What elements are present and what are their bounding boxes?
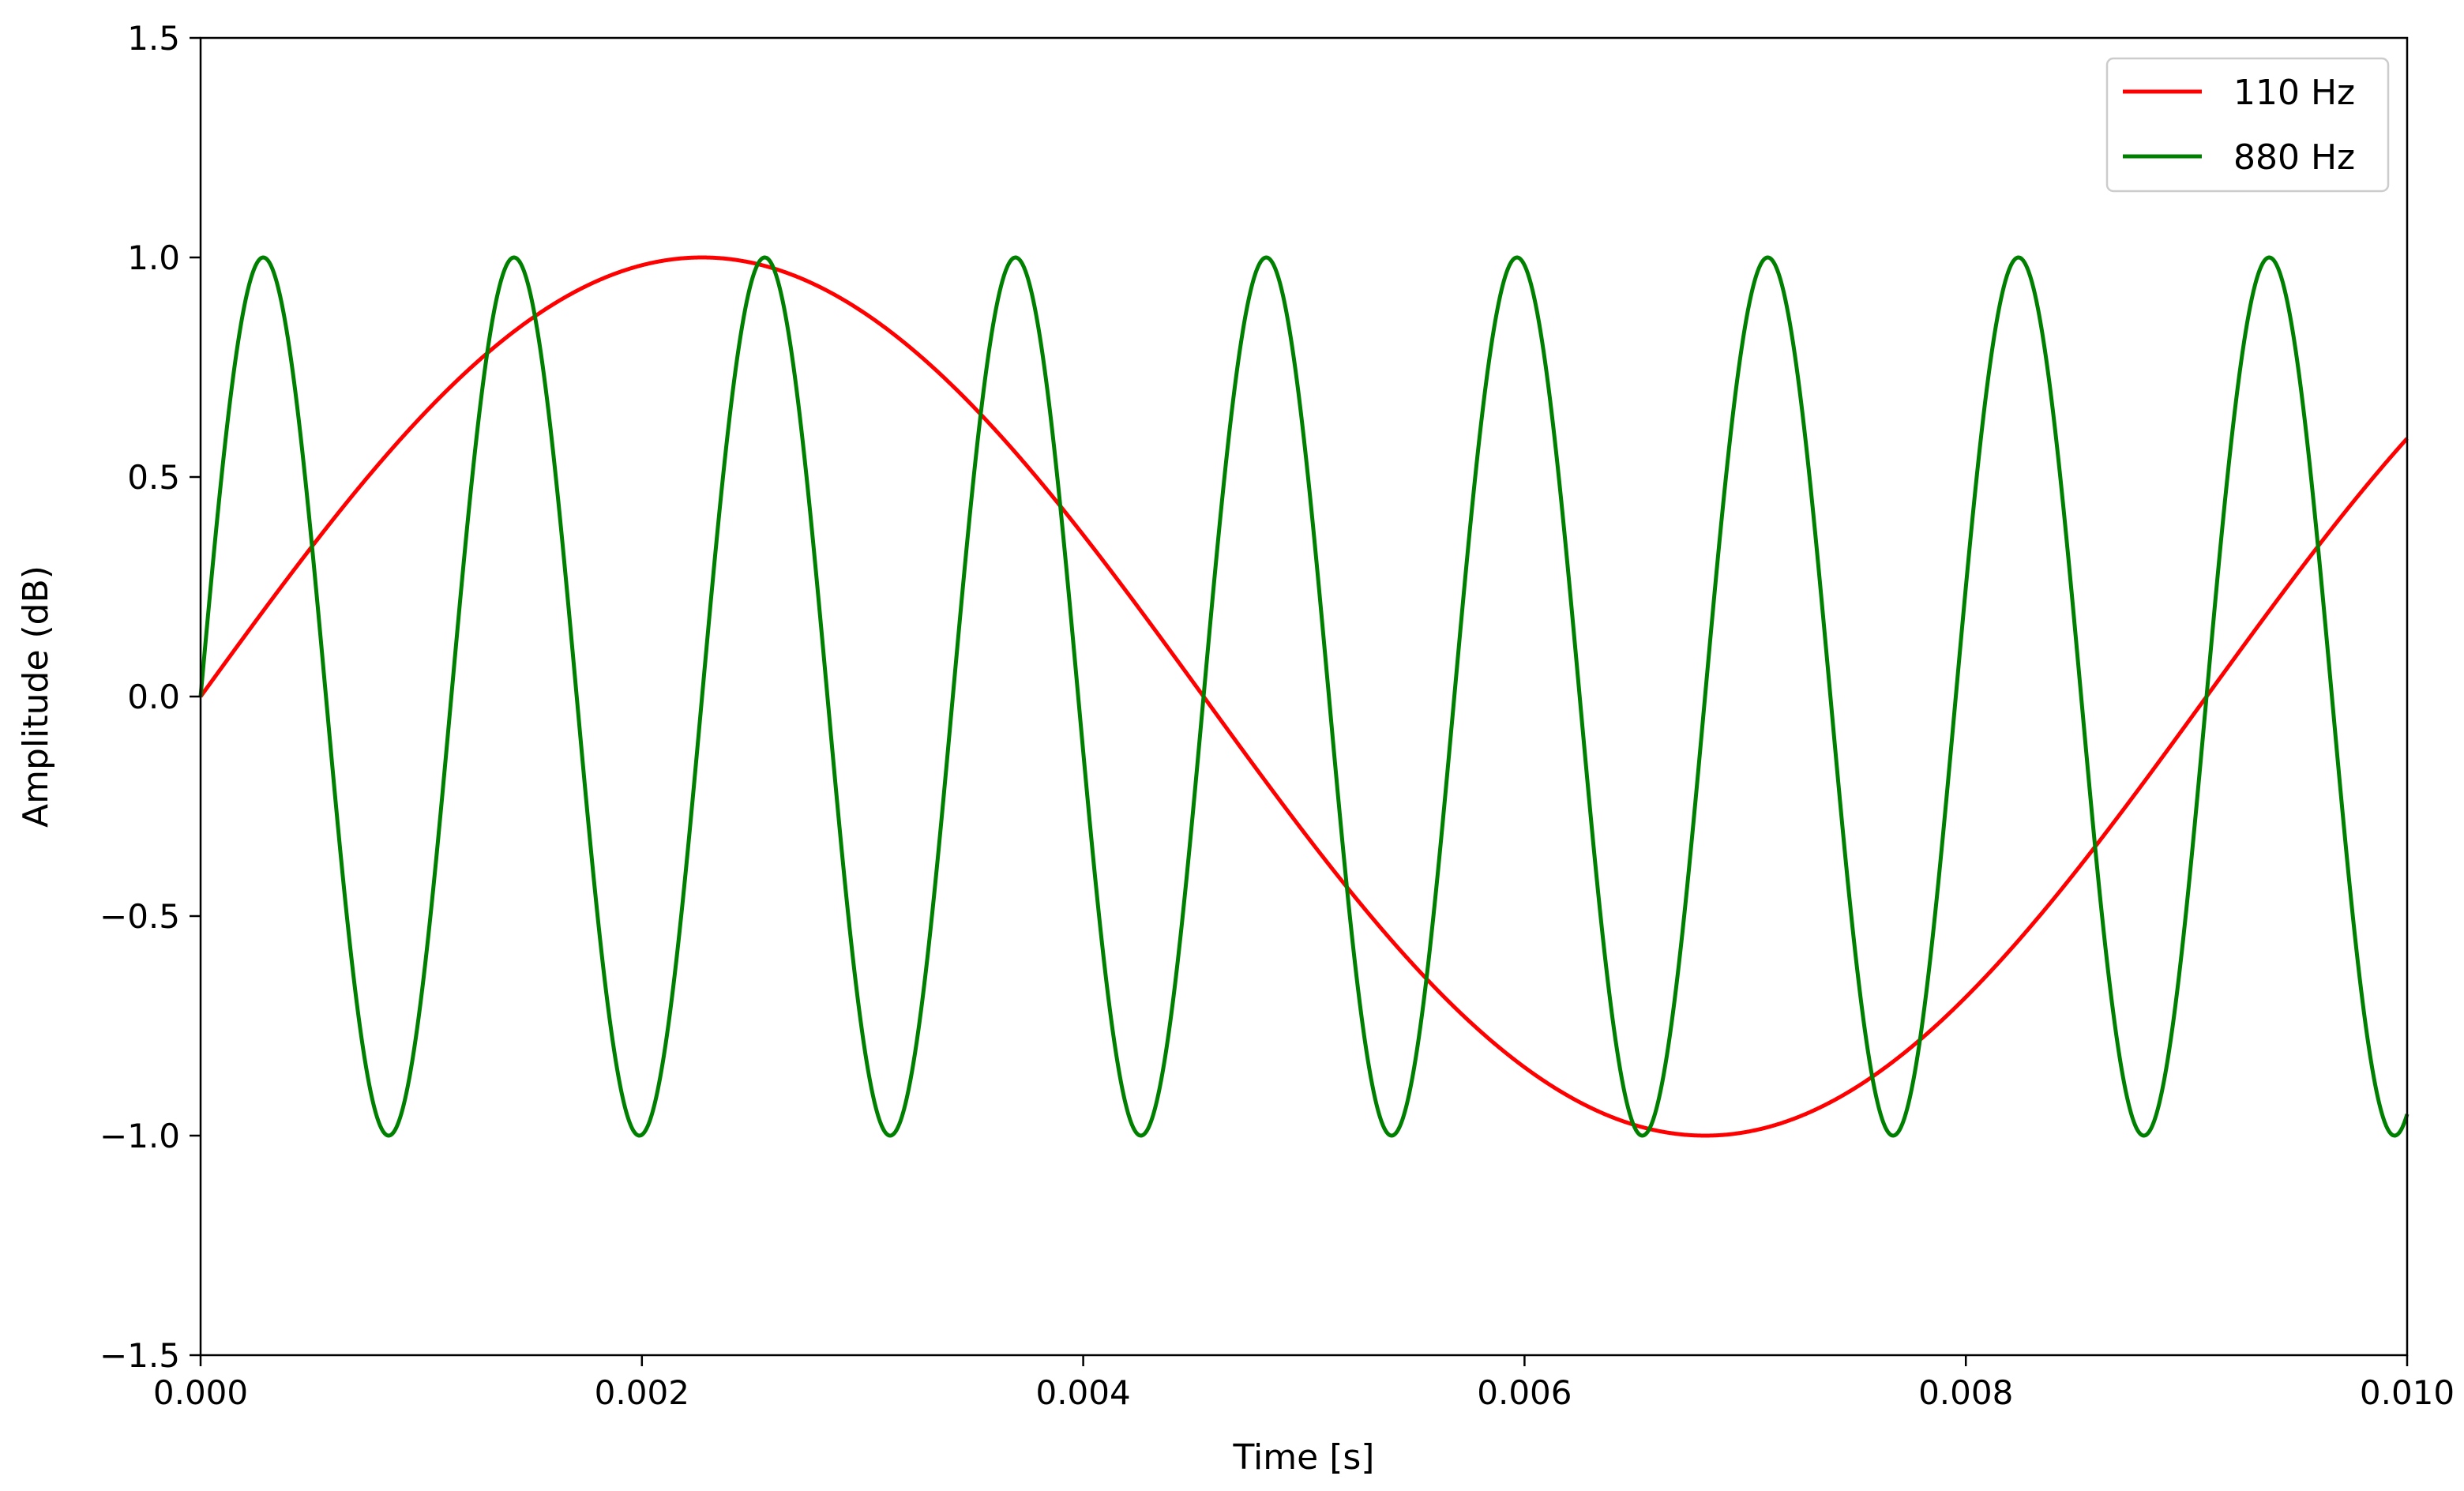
x-tick-label: 0.004 [1035, 1373, 1130, 1412]
x-tick-label: 0.002 [595, 1373, 689, 1412]
x-tick-label: 0.008 [1918, 1373, 2013, 1412]
y-axis: −1.5 −1.0 −0.5 0.0 0.5 1.0 1.5 [100, 19, 201, 1375]
y-tick-label: 0.0 [127, 678, 180, 716]
series-line-880hz [198, 255, 2410, 1138]
y-tick-label: −1.0 [100, 1117, 180, 1155]
x-tick-label: 0.010 [2360, 1373, 2455, 1412]
series-line-110hz [198, 255, 2409, 1138]
y-tick-label: −1.5 [100, 1336, 180, 1375]
x-axis-label: Time [s] [1233, 1437, 1375, 1478]
legend-label-110hz: 110 Hz [2233, 73, 2355, 113]
y-tick-label: 1.0 [127, 238, 180, 277]
legend-label-880hz: 880 Hz [2233, 137, 2355, 178]
y-tick-label: 1.5 [127, 19, 180, 58]
x-tick-label: 0.006 [1477, 1373, 1572, 1412]
y-tick-label: −0.5 [100, 897, 180, 936]
y-axis-label: Amplitude (dB) [16, 565, 56, 828]
x-tick-label: 0.000 [153, 1373, 248, 1412]
y-tick-label: 0.5 [127, 458, 180, 497]
series-layer [198, 255, 2410, 1138]
x-axis: 0.000 0.002 0.004 0.006 0.008 0.010 [153, 1355, 2455, 1412]
legend: 110 Hz 880 Hz [2105, 57, 2390, 193]
